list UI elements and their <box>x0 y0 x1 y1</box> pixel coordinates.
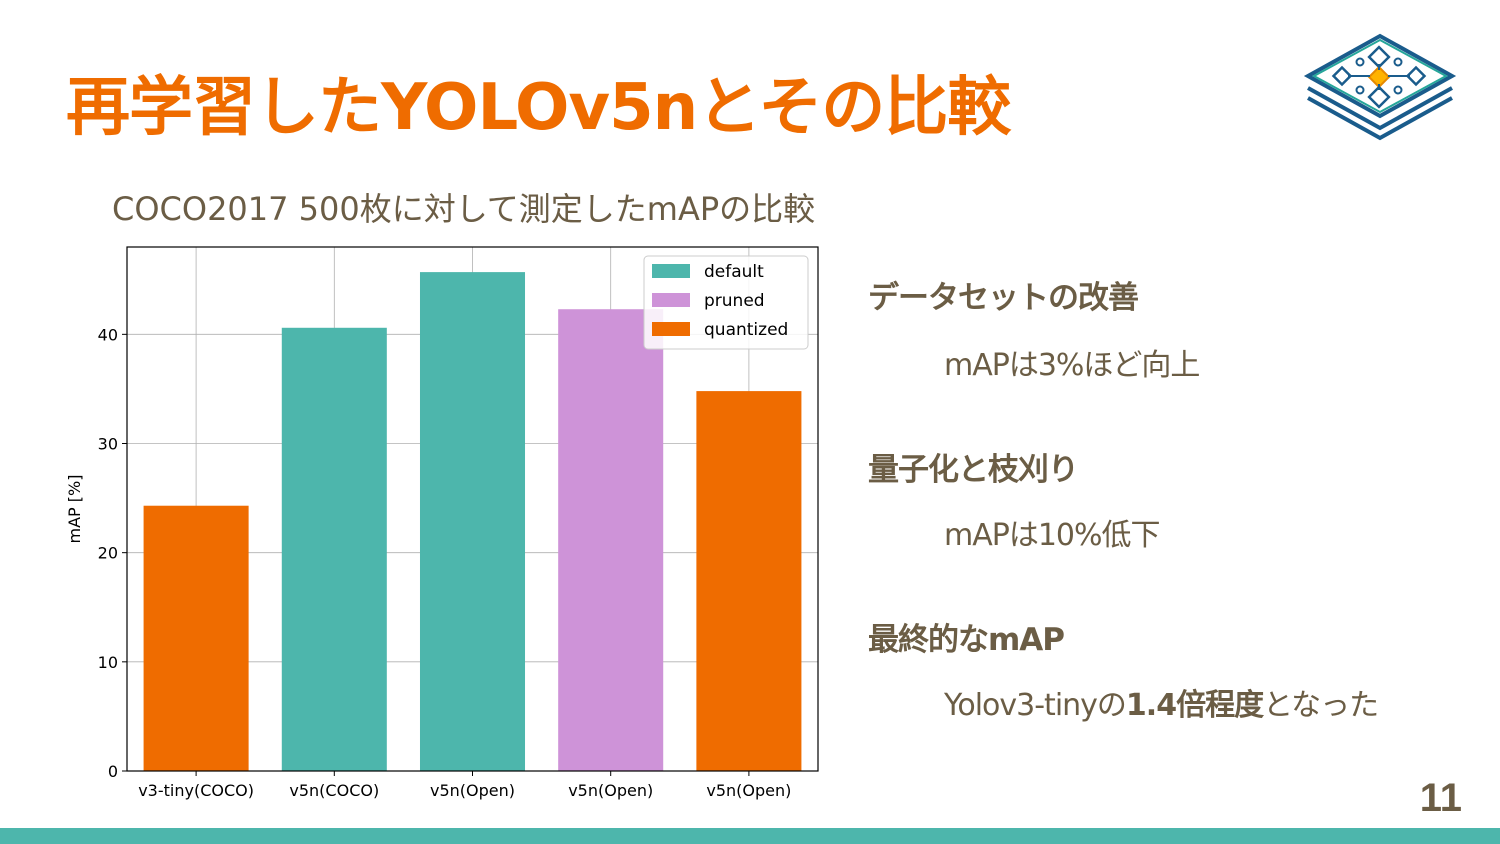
legend-label: pruned <box>704 291 765 311</box>
chart-subtitle: COCO2017 500枚に対して測定したmAPの比較 <box>112 190 816 228</box>
legend-swatch <box>652 264 690 278</box>
note-heading-final: 最終的なmAP <box>868 622 1065 658</box>
slide-title: 再学習したYOLOv5nとその比較 <box>66 71 1011 145</box>
bar <box>696 391 802 771</box>
note-body-quantize: mAPは10%低下 <box>944 518 1161 553</box>
x-tick-label: v5n(Open) <box>706 781 791 800</box>
note-body-final-suffix: となった <box>1263 688 1379 723</box>
note-heading-quantize: 量子化と枝刈り <box>868 452 1079 488</box>
page-number: 11 <box>1419 776 1462 820</box>
y-tick-label: 0 <box>108 762 118 781</box>
chart-legend: default pruned quantized <box>643 255 809 350</box>
bar <box>281 327 387 771</box>
legend-swatch <box>652 293 690 307</box>
bar <box>419 272 526 771</box>
note-heading-dataset: データセットの改善 <box>868 280 1139 316</box>
x-tick-label: v5n(Open) <box>430 781 515 800</box>
y-axis-label: mAP [%] <box>65 475 84 544</box>
y-tick-label: 10 <box>98 653 118 672</box>
x-tick-label: v5n(COCO) <box>289 781 379 800</box>
logo <box>1300 20 1460 149</box>
x-tick-label: v3-tiny(COCO) <box>138 781 254 800</box>
x-tick-label: v5n(Open) <box>568 781 653 800</box>
legend-swatch <box>652 322 690 336</box>
note-body-dataset: mAPは3%ほど向上 <box>944 348 1200 383</box>
note-body-final: Yolov3-tinyの1.4倍程度となった <box>944 680 1379 724</box>
bar <box>558 309 664 771</box>
legend-label: default <box>704 262 764 282</box>
legend-label: quantized <box>704 320 788 340</box>
note-body-final-prefix: Yolov3-tinyの <box>944 688 1127 723</box>
map-bar-chart: 0 10 20 30 40 v3-tiny(COCO) v5n(COCO) v5n(Open)… <box>65 246 819 800</box>
flowchart-stack-icon <box>1303 33 1457 141</box>
y-tick-label: 20 <box>98 544 118 563</box>
bar <box>143 505 249 771</box>
y-tick-label: 30 <box>98 435 118 454</box>
y-tick-label: 40 <box>98 325 118 344</box>
note-body-final-bold: 1.4倍程度 <box>1125 688 1264 723</box>
axis-ticks: 0 10 20 30 40 v3-tiny(COCO) v5n(COCO) v5n(Open)… <box>98 325 792 800</box>
footer-bar <box>0 828 1500 844</box>
chart-bars <box>143 272 802 771</box>
